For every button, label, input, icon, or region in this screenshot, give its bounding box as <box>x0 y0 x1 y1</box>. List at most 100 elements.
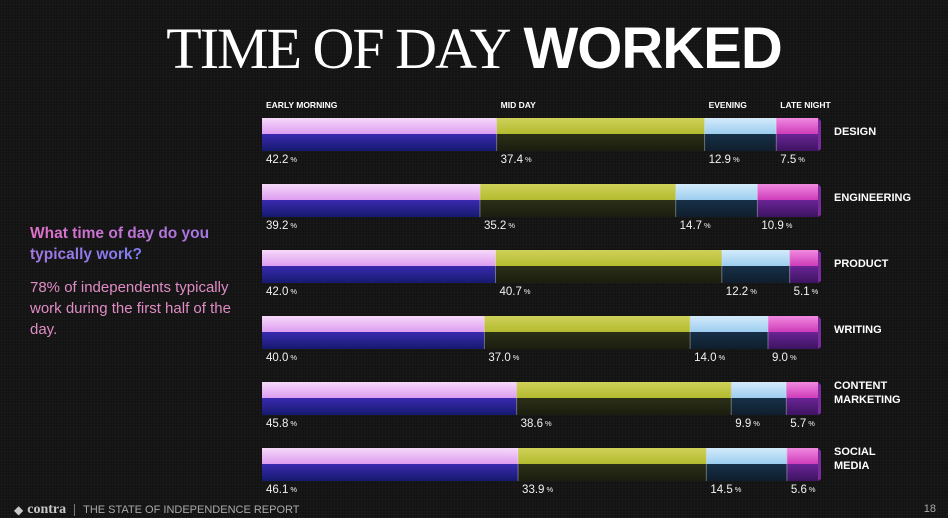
title-bold: WORKED <box>523 16 783 81</box>
bar-segment <box>479 200 676 217</box>
bar-segment <box>262 398 517 415</box>
data-label: 42.0% <box>266 286 297 298</box>
category-label: SOCIAL MEDIA <box>834 446 876 472</box>
data-label: 9.9% <box>735 418 760 430</box>
category-label: ENGINEERING <box>834 192 911 204</box>
data-label: 38.6% <box>521 418 552 430</box>
bar-segment-top <box>706 448 787 464</box>
bar-segment <box>786 398 818 415</box>
data-label: 14.0% <box>694 352 725 364</box>
page-title: TIME OF DAY WORKED <box>0 14 948 84</box>
survey-answer: 78% of independents typically work durin… <box>30 279 231 338</box>
contra-logo: contra <box>27 502 67 517</box>
data-label: 14.7% <box>680 220 711 232</box>
bar-segment <box>262 464 519 481</box>
survey-question: What time of day do you typically work? <box>30 223 240 265</box>
bar-end-cap <box>818 250 821 283</box>
data-label: 10.9% <box>761 220 792 232</box>
bar-segment-top <box>731 382 787 398</box>
data-label: 7.5% <box>780 154 805 166</box>
data-label: 39.2% <box>266 220 297 232</box>
bar-segment <box>706 464 787 481</box>
bar-segment <box>786 464 818 481</box>
bar-segment-top <box>675 184 758 200</box>
data-label: 37.0% <box>488 352 519 364</box>
category-label: PRODUCT <box>834 258 889 270</box>
bar-segment <box>757 200 818 217</box>
bar-row: 40.0% 37.0% 14.0% 9.0% <box>262 316 821 364</box>
data-label: 37.4% <box>501 154 532 166</box>
bar-end-cap <box>818 118 821 151</box>
bar-segment-top <box>262 448 519 464</box>
bar-segment <box>704 134 777 151</box>
footer: ◆ contra THE STATE OF INDEPENDENCE REPOR… <box>14 502 300 517</box>
bar-segment <box>262 200 480 217</box>
bar-segment <box>262 266 496 283</box>
legend-label: EVENING <box>709 100 748 110</box>
bar-segment-top <box>690 316 768 332</box>
bar-segment <box>262 332 485 349</box>
bar-row: 42.2% 37.4% 12.9% 7.5% <box>262 118 821 166</box>
bar-segment-top <box>776 118 818 134</box>
data-label: 33.9% <box>522 484 553 496</box>
bar-segment-top <box>262 118 497 134</box>
contra-diamond-icon: ◆ <box>14 503 24 517</box>
bar-row: 46.1% 33.9% 14.5% 5.6% <box>262 448 821 496</box>
bar-segment-top <box>786 448 818 464</box>
bar-row: 42.0% 40.7% 12.2% 5.1% <box>262 250 821 298</box>
category-label: CONTENT MARKETING <box>834 380 901 406</box>
bar-end-cap <box>818 448 821 481</box>
bar-segment <box>518 464 707 481</box>
data-label: 45.8% <box>266 418 297 430</box>
bar-segment-top <box>479 184 676 200</box>
bar-segment <box>789 266 818 283</box>
bar-row: 45.8% 38.6% 9.9% 5.7% <box>262 382 821 430</box>
data-label: 42.2% <box>266 154 297 166</box>
bar-segment-top <box>484 316 691 332</box>
bar-segment <box>496 134 705 151</box>
data-label: 5.6% <box>791 484 816 496</box>
bar-segment-top <box>767 316 818 332</box>
survey-question-text: What time of day do you typically work? <box>30 225 210 263</box>
bar-segment-top <box>704 118 777 134</box>
bar-segment-top <box>496 118 705 134</box>
bar-segment-top <box>262 316 485 332</box>
bar-segment <box>721 266 790 283</box>
bar-row: 39.2% 35.2% 14.7% 10.9% <box>262 184 821 232</box>
bar-segment <box>495 266 722 283</box>
report-name: THE STATE OF INDEPENDENCE REPORT <box>83 504 300 516</box>
bar-end-cap <box>818 382 821 415</box>
bar-segment-top <box>262 250 496 266</box>
data-label: 12.2% <box>726 286 757 298</box>
footer-divider <box>74 504 76 516</box>
legend-label: MID DAY <box>501 100 536 110</box>
page-number: 18 <box>923 503 936 515</box>
category-label: WRITING <box>834 324 882 336</box>
data-label: 46.1% <box>266 484 297 496</box>
bar-segment-top <box>721 250 790 266</box>
data-label: 40.7% <box>500 286 531 298</box>
data-label: 40.0% <box>266 352 297 364</box>
bar-segment <box>690 332 768 349</box>
data-label: 14.5% <box>710 484 741 496</box>
bar-segment <box>675 200 758 217</box>
bar-segment <box>484 332 691 349</box>
bar-segment-top <box>516 382 732 398</box>
bar-segment <box>731 398 787 415</box>
legend-label: EARLY MORNING <box>266 100 338 110</box>
data-label: 5.1% <box>794 286 819 298</box>
data-label: 9.0% <box>772 352 797 364</box>
bar-segment <box>776 134 818 151</box>
bar-segment-top <box>789 250 818 266</box>
bar-segment-top <box>495 250 722 266</box>
bar-segment-top <box>757 184 818 200</box>
bar-segment <box>262 134 497 151</box>
bar-segment-top <box>518 448 707 464</box>
bar-segment <box>767 332 818 349</box>
bar-segment-top <box>786 382 818 398</box>
bar-end-cap <box>818 184 821 217</box>
data-label: 12.9% <box>709 154 740 166</box>
data-label: 35.2% <box>484 220 515 232</box>
category-label: DESIGN <box>834 126 876 138</box>
